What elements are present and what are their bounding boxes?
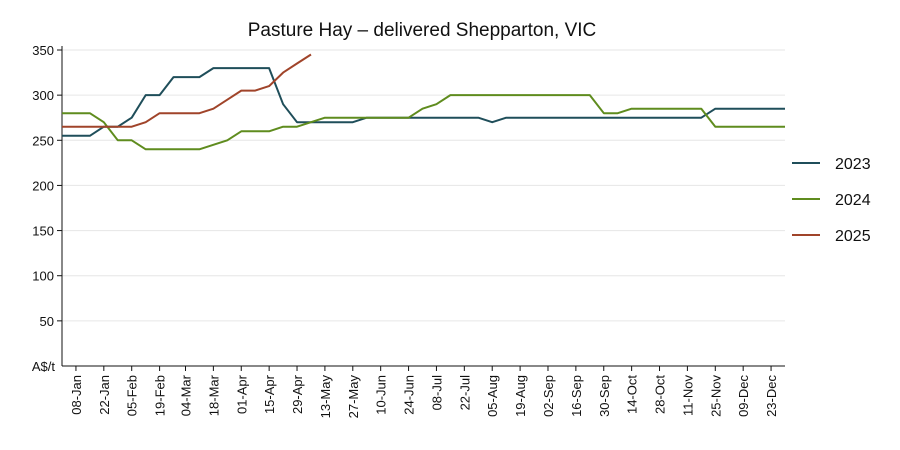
- y-axis-label: A$/t: [32, 359, 56, 374]
- x-tick-label: 19-Feb: [153, 375, 168, 416]
- series-line-2023: [62, 67, 785, 137]
- x-tick-label: 29-Apr: [290, 374, 305, 414]
- y-axis-ticks: 50 100 150 200 250 300 350: [32, 43, 62, 329]
- series-line-2025: [62, 53, 312, 128]
- y-tick-label: 200: [32, 178, 54, 193]
- series-line-2024: [62, 94, 785, 151]
- legend-label-2024: 2024: [835, 192, 871, 209]
- x-tick-label: 11-Nov: [680, 375, 695, 416]
- series-lines: [62, 53, 785, 151]
- x-tick-label: 27-May: [346, 375, 361, 419]
- x-tick-label: 28-Oct: [653, 375, 668, 414]
- x-tick-label: 22-Jan: [97, 375, 112, 415]
- x-tick-label: 04-Mar: [178, 374, 193, 416]
- y-tick-label: 350: [32, 43, 54, 58]
- gridlines: [62, 49, 785, 322]
- x-tick-label: 25-Nov: [708, 375, 723, 417]
- legend-label-2023: 2023: [835, 156, 871, 173]
- x-tick-label: 09-Dec: [736, 375, 751, 417]
- x-tick-label: 16-Sep: [569, 375, 584, 417]
- x-tick-label: 24-Jun: [402, 375, 417, 415]
- chart-title: Pasture Hay – delivered Shepparton, VIC: [248, 20, 597, 41]
- x-tick-label: 19-Aug: [513, 375, 528, 417]
- y-tick-label: 50: [40, 314, 54, 329]
- x-tick-label: 08-Jan: [69, 375, 84, 415]
- x-tick-label: 05-Aug: [485, 375, 500, 417]
- legend: 2023 2024 2025: [792, 156, 871, 245]
- x-tick-label: 14-Oct: [625, 375, 640, 414]
- x-tick-label: 02-Sep: [541, 375, 556, 417]
- x-tick-label: 18-Mar: [206, 374, 221, 416]
- x-axis-ticks: 08-Jan 22-Jan 05-Feb 19-Feb 04-Mar 18-Mar 01-A…: [69, 366, 779, 418]
- x-tick-label: 15-Apr: [262, 374, 277, 414]
- x-tick-label: 01-Apr: [234, 374, 249, 414]
- x-tick-label: 23-Dec: [764, 375, 779, 417]
- x-tick-label: 10-Jun: [374, 375, 389, 415]
- y-tick-label: 250: [32, 133, 54, 148]
- y-tick-label: 300: [32, 88, 54, 103]
- x-tick-label: 08-Jul: [429, 375, 444, 411]
- y-tick-label: 150: [32, 224, 54, 239]
- x-tick-label: 30-Sep: [597, 375, 612, 417]
- y-tick-label: 100: [32, 269, 54, 284]
- axes: [61, 46, 785, 367]
- x-tick-label: 22-Jul: [457, 375, 472, 411]
- x-tick-label: 13-May: [318, 375, 333, 419]
- legend-label-2025: 2025: [835, 228, 871, 245]
- x-tick-label: 05-Feb: [125, 375, 140, 416]
